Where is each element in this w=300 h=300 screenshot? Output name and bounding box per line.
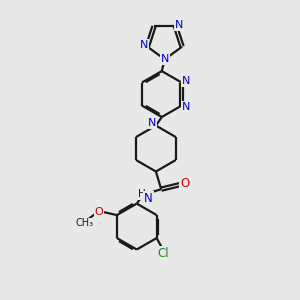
Text: methoxy: methoxy xyxy=(86,209,93,211)
Text: O: O xyxy=(180,177,189,190)
Text: N: N xyxy=(182,102,190,112)
Text: N: N xyxy=(160,54,169,64)
Text: N: N xyxy=(182,76,190,86)
Text: N: N xyxy=(140,40,148,50)
Text: O: O xyxy=(95,207,103,217)
Text: N: N xyxy=(144,192,153,205)
Text: N: N xyxy=(175,20,183,30)
Text: N: N xyxy=(148,118,157,128)
Text: CH₃: CH₃ xyxy=(75,218,94,228)
Text: H: H xyxy=(138,190,145,200)
Text: Cl: Cl xyxy=(158,247,169,260)
